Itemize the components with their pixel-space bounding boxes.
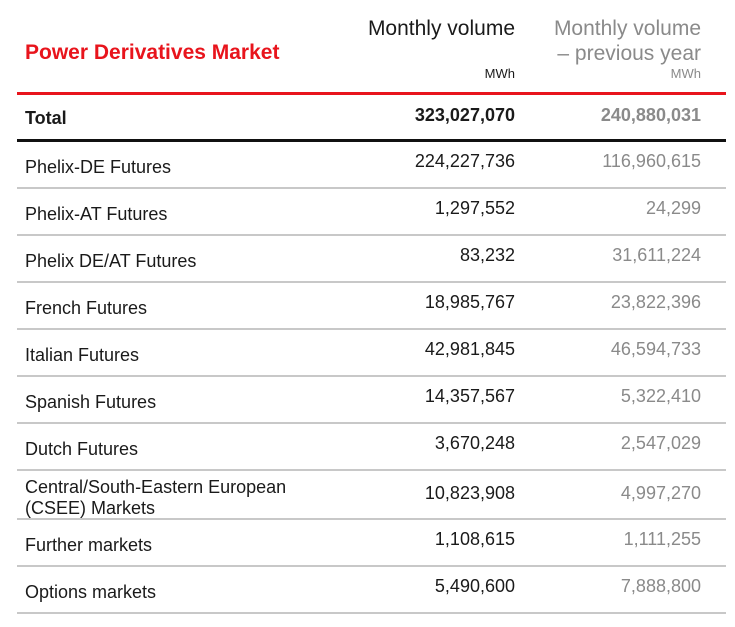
row-label-line1: Dutch Futures (25, 439, 139, 459)
row-current-volume: 3,670,248 (434, 433, 515, 453)
row-current-volume: 224,227,736 (414, 151, 515, 171)
row-current-volume: 5,490,600 (434, 576, 515, 596)
column-header-current: Monthly volume (368, 16, 515, 41)
row-current-volume: 10,823,908 (424, 483, 515, 503)
row-previous-volume: 31,611,224 (612, 245, 701, 265)
row-label-line1: Phelix-AT Futures (25, 204, 168, 224)
column-unit-current: MWh (484, 66, 515, 81)
row-current-volume: 14,357,567 (424, 386, 515, 406)
total-previous: 240,880,031 (600, 105, 701, 125)
row-current-volume: 18,985,767 (424, 292, 515, 312)
table-row: Phelix-AT Futures 1,297,552 24,299 (17, 189, 726, 236)
table-row: Further markets 1,108,615 1,111,255 (17, 520, 726, 567)
row-label-line1: French Futures (25, 298, 148, 318)
row-current-volume: 42,981,845 (424, 339, 515, 359)
table-row: French Futures 18,985,767 23,822,396 (17, 283, 726, 330)
row-divider (17, 422, 726, 424)
row-label-line1: Central/South-Eastern European (25, 477, 287, 497)
column-header-previous-line1: Monthly volume (553, 17, 701, 40)
table-row: Central/South-Eastern European (CSEE) Mar… (17, 471, 726, 520)
header-divider (17, 92, 726, 95)
table-row: Phelix-DE Futures 224,227,736 116,960,615 (17, 142, 726, 189)
table-row: Dutch Futures 3,670,248 2,547,029 (17, 424, 726, 471)
row-divider (17, 234, 726, 236)
row-label-line2: (CSEE) Markets (25, 498, 156, 518)
row-label: Italian Futures (25, 345, 139, 366)
total-divider (17, 139, 726, 142)
row-previous-volume: 4,997,270 (620, 483, 701, 503)
row-divider (17, 187, 726, 189)
row-label: Phelix DE/AT Futures (25, 251, 196, 272)
table-title: Power Derivatives Market (25, 41, 280, 64)
column-header-previous-line2: – previous year (557, 42, 701, 65)
row-label-line1: Options markets (25, 582, 157, 602)
row-previous-volume: 5,322,410 (620, 386, 701, 406)
row-label: Central/South-Eastern European (CSEE) Mar… (25, 477, 286, 519)
row-current-volume: 83,232 (459, 245, 515, 265)
row-previous-volume: 7,888,800 (620, 576, 701, 596)
row-divider (17, 281, 726, 283)
column-header-previous: Monthly volume – previous year (501, 16, 701, 66)
column-unit-previous: MWh (670, 66, 701, 81)
row-divider (17, 469, 726, 471)
row-previous-volume: 24,299 (645, 198, 701, 218)
row-current-volume: 1,297,552 (434, 198, 515, 218)
row-previous-volume: 1,111,255 (623, 529, 701, 549)
row-label: Options markets (25, 582, 156, 603)
row-divider (17, 565, 726, 567)
row-label-line1: Italian Futures (25, 345, 140, 365)
row-previous-volume: 46,594,733 (610, 339, 701, 359)
total-label: Total (25, 108, 67, 128)
row-label: Further markets (25, 535, 152, 556)
total-current: 323,027,070 (414, 105, 515, 125)
row-previous-volume: 23,822,396 (610, 292, 701, 312)
row-divider (17, 375, 726, 377)
table-row: Options markets 5,490,600 7,888,800 (17, 567, 726, 614)
total-row: Total 323,027,070 240,880,031 (17, 95, 726, 139)
row-label: Dutch Futures (25, 439, 138, 460)
row-label-line1: Further markets (25, 535, 153, 555)
row-divider (17, 328, 726, 330)
row-label: French Futures (25, 298, 147, 319)
row-divider (17, 612, 726, 614)
row-divider (17, 518, 726, 520)
row-label: Spanish Futures (25, 392, 156, 413)
column-header-current-label: Monthly volume (367, 17, 515, 40)
row-label: Phelix-DE Futures (25, 157, 171, 178)
table-row: Phelix DE/AT Futures 83,232 31,611,224 (17, 236, 726, 283)
table-row: Spanish Futures 14,357,567 5,322,410 (17, 377, 726, 424)
row-label-line1: Spanish Futures (25, 392, 157, 412)
row-label: Phelix-AT Futures (25, 204, 167, 225)
row-label-line1: Phelix DE/AT Futures (25, 251, 197, 271)
row-previous-volume: 116,960,615 (602, 151, 701, 171)
row-current-volume: 1,108,615 (434, 529, 515, 549)
table-row: Italian Futures 42,981,845 46,594,733 (17, 330, 726, 377)
row-previous-volume: 2,547,029 (620, 433, 701, 453)
row-label-line1: Phelix-DE Futures (25, 157, 172, 177)
